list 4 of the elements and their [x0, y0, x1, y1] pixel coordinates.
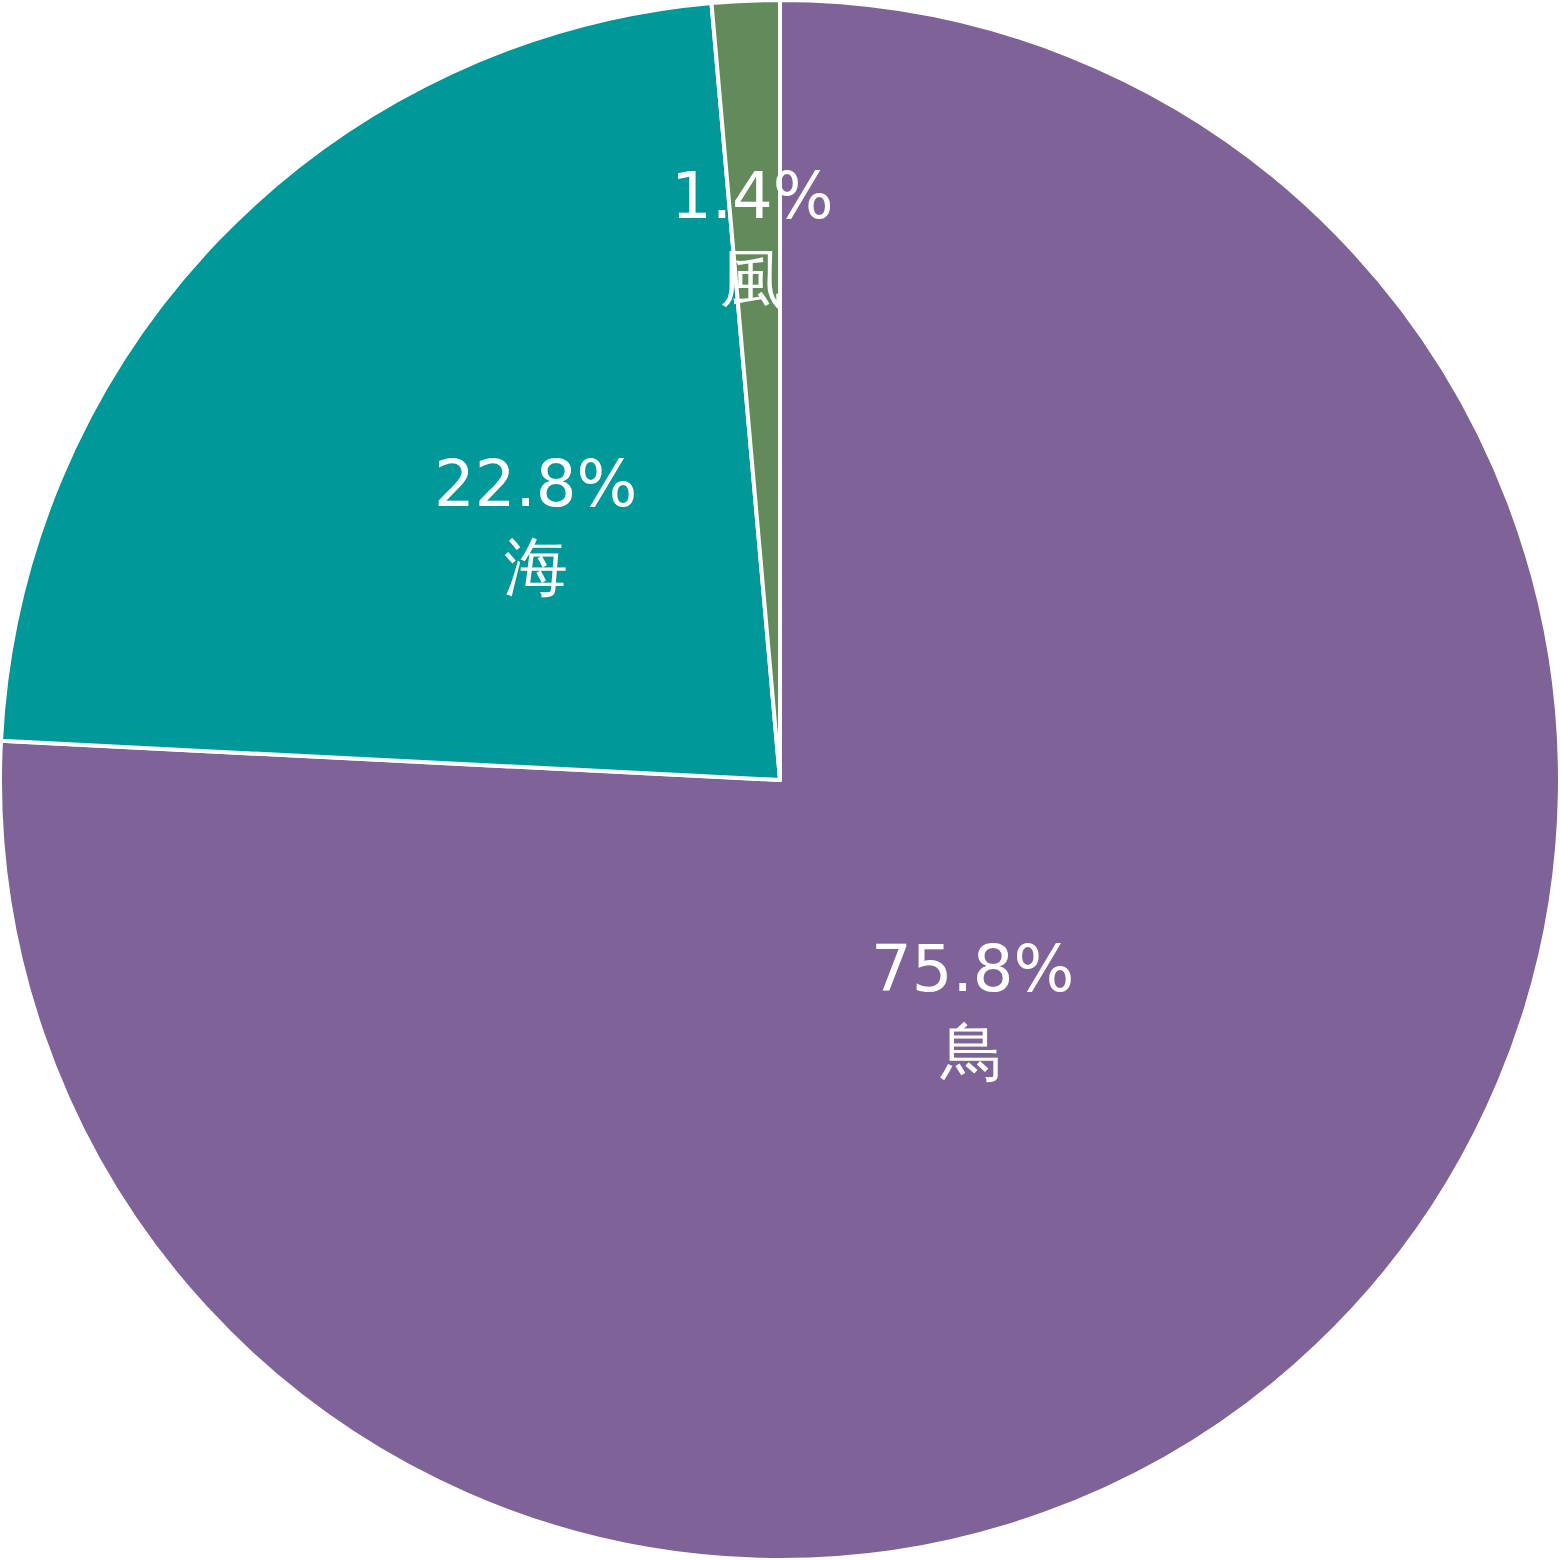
slice-label: 鳥 [939, 1015, 1005, 1090]
data-label: 22.8% [434, 447, 638, 521]
data-label: 75.8% [871, 932, 1075, 1006]
slice-label: 海 [503, 530, 568, 605]
